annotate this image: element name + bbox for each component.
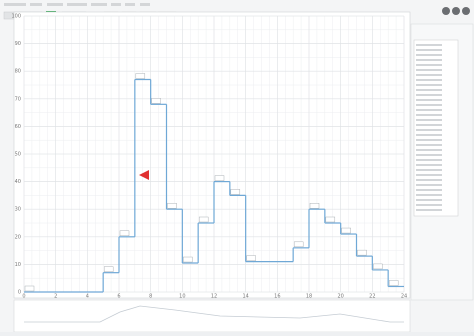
list-row	[416, 174, 442, 176]
point-box	[293, 241, 304, 248]
list-row	[416, 114, 442, 116]
list-row	[416, 179, 442, 181]
y-tick-label: 60	[15, 124, 21, 130]
list-row	[416, 59, 442, 61]
list-row	[416, 99, 442, 101]
point-box	[373, 263, 383, 270]
x-tick-label: 10	[179, 294, 185, 300]
x-tick-label: 24	[401, 294, 407, 300]
point-box	[246, 255, 256, 261]
list-row	[416, 209, 442, 211]
x-tick-label: 4	[86, 294, 89, 300]
point-box	[357, 249, 367, 256]
list-row	[416, 164, 442, 166]
x-tick-label: 20	[337, 294, 343, 300]
point-box	[103, 266, 114, 272]
list-row	[416, 64, 442, 66]
point-box	[341, 227, 351, 234]
y-tick-label: 10	[15, 262, 21, 268]
overview-trace	[24, 305, 404, 323]
list-row	[416, 134, 442, 136]
list-row	[416, 109, 442, 111]
point-box	[24, 285, 35, 292]
list-row	[416, 159, 442, 161]
point-box	[325, 216, 336, 223]
list-row	[416, 189, 442, 191]
window-buttons[interactable]	[442, 7, 470, 15]
list-row	[416, 74, 442, 76]
list-row	[416, 69, 442, 71]
menu-bar[interactable]	[4, 3, 150, 6]
point-box	[151, 98, 161, 104]
list-row	[416, 199, 442, 201]
y-tick-label: 20	[15, 234, 21, 240]
list-row	[416, 129, 442, 131]
point-box	[214, 175, 225, 181]
x-tick-label: 6	[117, 294, 120, 300]
point-box	[183, 256, 193, 263]
list-row	[416, 94, 442, 96]
y-tick-label: 0	[18, 290, 21, 296]
cursor-marker[interactable]	[139, 170, 149, 180]
point-box	[388, 280, 399, 286]
list-row	[416, 89, 442, 91]
list-row	[416, 54, 442, 56]
list-row	[416, 44, 442, 46]
list-row	[416, 144, 442, 146]
list-row	[416, 139, 442, 141]
point-box	[230, 189, 241, 195]
list-row	[416, 169, 442, 171]
x-tick-label: 12	[211, 294, 217, 300]
y-tick-label: 90	[15, 41, 21, 47]
list-row	[416, 149, 442, 151]
point-box	[167, 202, 177, 209]
x-tick-label: 8	[149, 294, 152, 300]
list-row	[416, 184, 442, 186]
list-row	[416, 204, 442, 206]
y-tick-label: 70	[15, 96, 21, 102]
list-rows	[416, 44, 442, 211]
x-tick-label: 16	[274, 294, 280, 300]
y-tick-label: 40	[15, 179, 21, 185]
y-tick-label: 100	[11, 14, 21, 20]
point-box	[198, 216, 209, 223]
x-tick-label: 22	[369, 294, 375, 300]
list-row	[416, 84, 442, 86]
x-tick-label: 18	[306, 294, 312, 300]
x-tick-label: 2	[54, 294, 57, 300]
list-row	[416, 154, 442, 156]
point-box	[309, 202, 320, 209]
point-box	[119, 230, 130, 237]
list-row	[416, 79, 442, 81]
y-tick-label: 50	[15, 152, 21, 158]
list-row	[416, 124, 442, 126]
x-tick-label: 0	[22, 294, 25, 300]
list-row	[416, 104, 442, 106]
list-row	[416, 119, 442, 121]
plot-frame	[13, 11, 411, 299]
list-row	[416, 49, 442, 51]
x-tick-label: 14	[242, 294, 248, 300]
point-box	[135, 73, 146, 79]
list-row	[416, 194, 442, 196]
y-tick-label: 30	[15, 207, 21, 213]
y-tick-label: 80	[15, 69, 21, 75]
